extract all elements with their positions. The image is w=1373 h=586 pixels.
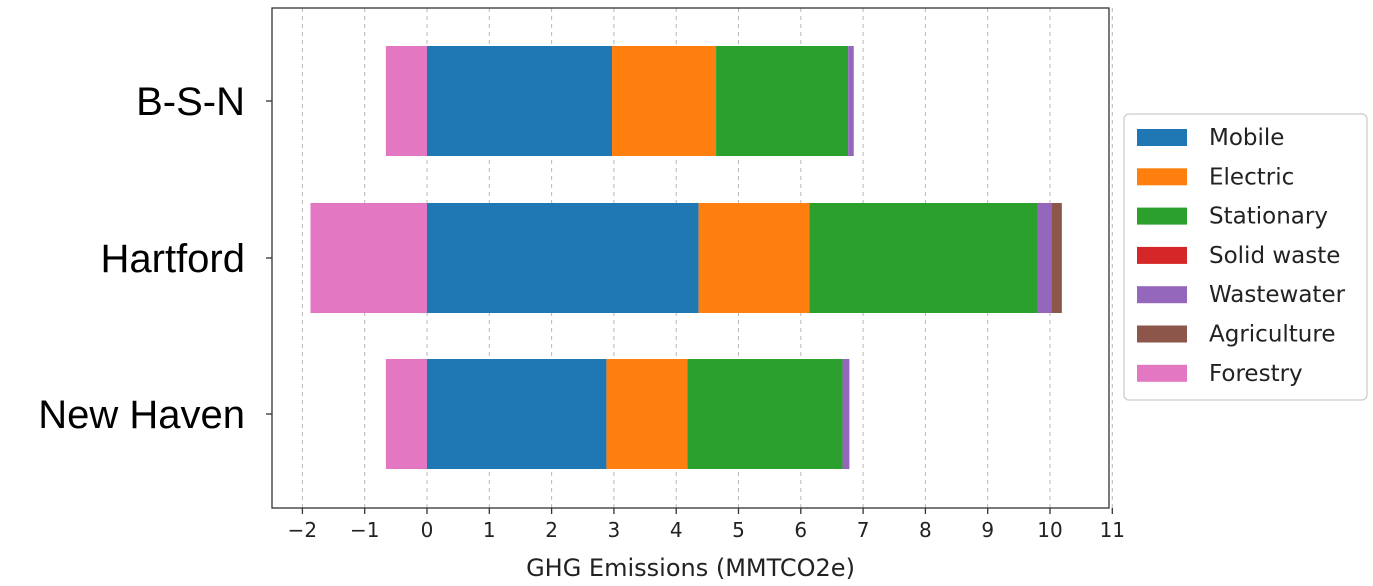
- x-tick-label: 10: [1037, 518, 1062, 542]
- bar-electric-0: [612, 46, 717, 156]
- bar-forestry-0: [385, 46, 427, 156]
- legend-label: Agriculture: [1209, 322, 1336, 348]
- bars-group: [310, 46, 1062, 469]
- x-tick-label: −1: [350, 518, 379, 542]
- x-tick-label: 1: [483, 518, 496, 542]
- bar-agriculture-1: [1051, 203, 1062, 313]
- x-tick-label: 5: [732, 518, 745, 542]
- legend-label: Forestry: [1209, 361, 1303, 387]
- bar-mobile-1: [427, 203, 699, 313]
- x-axis-title: GHG Emissions (MMTCO2e): [526, 554, 855, 582]
- x-tick-label: 0: [421, 518, 434, 542]
- x-tick-label: 11: [1100, 518, 1125, 542]
- legend-swatch: [1137, 325, 1187, 343]
- category-label: B-S-N: [136, 80, 245, 124]
- bar-mobile-2: [427, 359, 607, 469]
- category-label: New Haven: [38, 393, 245, 437]
- bar-electric-1: [698, 203, 810, 313]
- legend-swatch: [1137, 286, 1187, 304]
- bar-forestry-1: [310, 203, 427, 313]
- legend-swatch: [1137, 168, 1187, 186]
- x-tick-label: 6: [794, 518, 807, 542]
- x-tick-label: 3: [608, 518, 621, 542]
- bar-forestry-2: [385, 359, 427, 469]
- x-tick-label: 8: [919, 518, 932, 542]
- legend-swatch: [1137, 246, 1187, 264]
- bar-mobile-0: [427, 46, 613, 156]
- legend-label: Mobile: [1209, 125, 1284, 151]
- legend-label: Wastewater: [1209, 282, 1346, 308]
- x-tick-label: 4: [670, 518, 683, 542]
- x-axis: −2 −1 0 1 2 3 4 5 6 7 8 9 10 11: [288, 508, 1125, 542]
- bar-stationary-0: [716, 46, 849, 156]
- bar-wastewater-2: [842, 359, 850, 469]
- bar-wastewater-0: [848, 46, 854, 156]
- x-tick-label: −2: [288, 518, 317, 542]
- bar-stationary-2: [687, 359, 843, 469]
- legend-swatch: [1137, 129, 1187, 146]
- legend: Mobile Electric Stationary Solid waste Waste…: [1123, 113, 1368, 401]
- bar-electric-2: [606, 359, 688, 469]
- legend-swatch: [1137, 207, 1187, 225]
- x-tick-label: 2: [545, 518, 558, 542]
- x-tick-label: 9: [981, 518, 994, 542]
- y-axis: B-S-N Hartford New Haven: [38, 80, 272, 437]
- category-label: Hartford: [101, 237, 246, 281]
- x-tick-label: 7: [857, 518, 870, 542]
- bar-stationary-1: [809, 203, 1038, 313]
- legend-label: Electric: [1209, 164, 1294, 190]
- bar-wastewater-1: [1037, 203, 1052, 313]
- legend-label: Stationary: [1209, 204, 1328, 230]
- legend-swatch: [1137, 364, 1187, 382]
- legend-label: Solid waste: [1209, 243, 1340, 269]
